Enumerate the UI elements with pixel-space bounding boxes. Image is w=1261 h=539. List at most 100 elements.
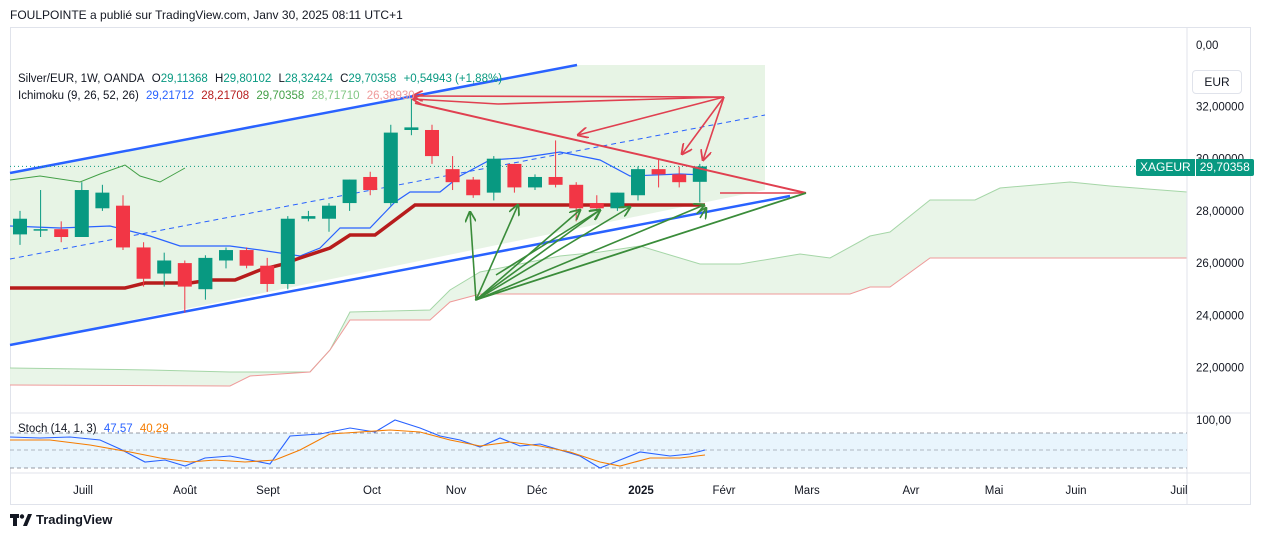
tradingview-brand: TradingView <box>36 512 113 527</box>
candle-body <box>239 250 254 266</box>
close-label: C <box>340 73 349 85</box>
legend-close: C29,70358 <box>340 73 396 85</box>
x-tick-label: Avr <box>902 485 919 497</box>
change-value: +0,54943 (+1,88%) <box>403 73 503 85</box>
green-arrow <box>475 210 600 301</box>
candle-body <box>342 179 357 204</box>
candle-body <box>404 127 419 130</box>
channel-upper-line <box>9 63 578 175</box>
x-tick-label: Nov <box>446 485 467 497</box>
candle-body <box>301 216 316 219</box>
candle-body <box>363 176 378 191</box>
green-arrow <box>495 210 600 276</box>
ichimoku-chikou-value: 29,70358 <box>256 90 305 102</box>
red-arrow <box>682 96 725 154</box>
resistance-trendline <box>414 102 807 194</box>
candle-body <box>95 192 110 209</box>
green-arrow <box>470 212 477 301</box>
candle-body <box>136 247 151 279</box>
candle-body <box>445 169 460 183</box>
green-arrow <box>475 205 518 301</box>
price-tag-symbol: XAGEUR <box>1136 159 1195 176</box>
candle-body <box>13 218 27 235</box>
candle-body <box>610 192 625 209</box>
candle-body <box>198 257 213 290</box>
tradingview-logo[interactable]: TradingView <box>10 512 112 527</box>
candle-body <box>507 163 522 188</box>
y-tick-label: 28,00000 <box>1196 206 1244 218</box>
candle-body <box>74 190 89 237</box>
candle-body <box>116 205 130 248</box>
stoch-d-value: 40,29 <box>139 423 169 435</box>
candle-body <box>548 176 563 185</box>
x-tick-label: Juill <box>73 485 93 497</box>
open-value: 29,11368 <box>160 73 208 85</box>
ichimoku-tenkan-line <box>9 151 706 257</box>
candle-body <box>486 158 501 193</box>
candle-body <box>589 203 604 209</box>
ichimoku-tenkan-value: 29,21712 <box>146 90 194 102</box>
green-support-line <box>474 192 807 301</box>
candle-body <box>280 218 295 284</box>
green-arrow <box>475 205 704 301</box>
red-arrow <box>413 99 499 104</box>
ichimoku-legend[interactable]: Ichimoku (9, 26, 52, 26) 29,21712 28,217… <box>18 90 419 102</box>
stoch-label: Stoch (14, 1, 3) <box>18 423 97 435</box>
x-tick-label: Juin <box>1065 485 1086 497</box>
stoch-d-line <box>10 429 706 467</box>
red-arrow <box>703 96 725 160</box>
legend-high: H29,80102 <box>215 73 271 85</box>
stoch-k-value: 47,57 <box>103 423 133 435</box>
currency-button[interactable]: EUR <box>1192 70 1242 94</box>
channel-mid-line <box>9 114 766 260</box>
y-tick-label: 22,00000 <box>1196 363 1244 375</box>
tradingview-icon <box>10 513 32 526</box>
price-tag: XAGEUR 29,70358 <box>1136 159 1254 176</box>
x-tick-label: Déc <box>527 485 548 497</box>
red-arrow <box>413 96 725 97</box>
x-tick-label: Juil <box>1170 485 1187 497</box>
stoch-y-tick: 100,00 <box>1196 415 1231 427</box>
ichimoku-span-b <box>9 257 1187 387</box>
candle-body <box>425 129 439 157</box>
y-tick-top: 0,00 <box>1196 40 1218 52</box>
candle-body <box>54 229 69 237</box>
x-tick-label: Mars <box>794 485 820 497</box>
price-tag-value: 29,70358 <box>1195 159 1254 176</box>
candle-body <box>651 169 666 175</box>
stoch-legend[interactable]: Stoch (14, 1, 3) 47,57 40,29 <box>18 423 173 435</box>
candle-body <box>631 169 645 196</box>
symbol-name: Silver/EUR, 1W, OANDA <box>18 73 145 85</box>
low-label: L <box>278 73 285 85</box>
x-tick-label: Mai <box>985 485 1004 497</box>
open-label: O <box>151 73 161 85</box>
ichimoku-cloud <box>10 182 1187 386</box>
y-tick-label: 26,00000 <box>1196 258 1244 270</box>
candle-body <box>672 174 687 183</box>
candle-body <box>157 260 172 274</box>
channel-lower-line <box>9 194 791 347</box>
candle-body <box>219 250 233 261</box>
publisher-header: FOULPOINTE a publié sur TradingView.com,… <box>10 8 403 22</box>
candle-body <box>177 263 192 287</box>
symbol-legend[interactable]: Silver/EUR, 1W, OANDA O29,11368 H29,8010… <box>18 73 506 85</box>
x-tick-label: 2025 <box>628 485 654 497</box>
y-tick-label: 24,00000 <box>1196 310 1244 322</box>
ichimoku-spanB-value: 26,38930 <box>366 90 415 102</box>
stoch-k-line <box>9 419 706 469</box>
ichimoku-chikou-line <box>9 164 186 183</box>
red-arrow <box>578 96 725 135</box>
candle-body <box>322 205 336 219</box>
candle-body <box>383 132 398 204</box>
x-tick-label: Août <box>173 485 197 497</box>
high-value: 29,80102 <box>223 73 272 85</box>
x-tick-label: Sept <box>256 485 280 497</box>
candle-body <box>528 176 542 188</box>
candle-body <box>569 184 584 209</box>
green-arrow <box>700 208 706 218</box>
candle-body <box>466 179 481 196</box>
stoch-band <box>10 433 1187 468</box>
high-label: H <box>215 73 224 85</box>
ichimoku-spanA-value: 28,71710 <box>311 90 360 102</box>
